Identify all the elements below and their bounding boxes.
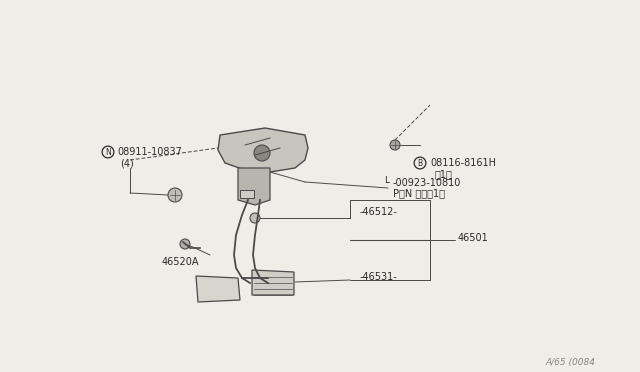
- Text: -00923-10810: -00923-10810: [393, 178, 461, 188]
- Text: 08116-8161H: 08116-8161H: [430, 158, 496, 168]
- Circle shape: [390, 140, 400, 150]
- Text: 08911-10837: 08911-10837: [117, 147, 182, 157]
- Text: （1）: （1）: [435, 169, 453, 179]
- Circle shape: [250, 213, 260, 223]
- Polygon shape: [238, 168, 270, 205]
- Polygon shape: [218, 128, 308, 172]
- Text: └: └: [383, 178, 389, 188]
- Text: B: B: [417, 158, 422, 167]
- Polygon shape: [196, 276, 240, 302]
- Polygon shape: [252, 270, 294, 295]
- Text: (4): (4): [120, 158, 134, 168]
- Circle shape: [168, 188, 182, 202]
- Text: N: N: [105, 148, 111, 157]
- Text: P）N ピン（1）: P）N ピン（1）: [393, 188, 445, 198]
- Text: -46512-: -46512-: [360, 207, 398, 217]
- Text: A/65 (0084: A/65 (0084: [545, 357, 595, 366]
- Bar: [240, 190, 254, 198]
- Text: 46520A: 46520A: [162, 257, 200, 267]
- Circle shape: [180, 239, 190, 249]
- Text: -46531-: -46531-: [360, 272, 397, 282]
- Text: 46501: 46501: [458, 233, 489, 243]
- Circle shape: [254, 145, 270, 161]
